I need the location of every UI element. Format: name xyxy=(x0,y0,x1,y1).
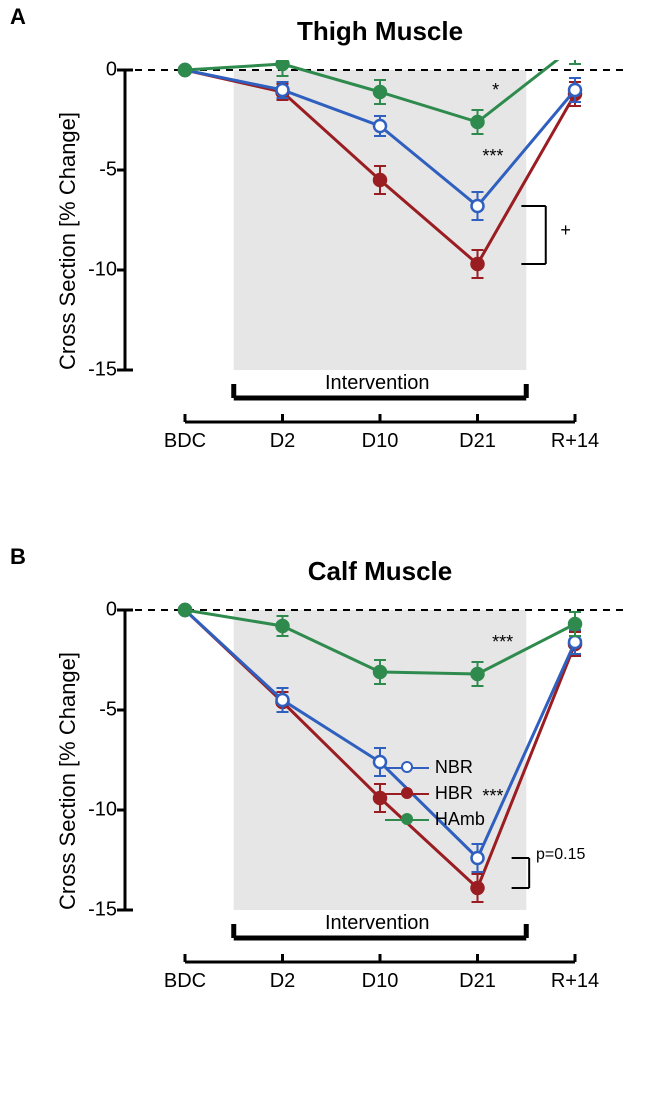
chart-title: Thigh Muscle xyxy=(135,16,625,47)
legend-label: NBR xyxy=(435,757,473,778)
y-tick-label: -10 xyxy=(73,799,117,822)
y-tick-label: 0 xyxy=(73,599,117,622)
legend-item: NBR xyxy=(385,754,485,780)
significance-annotation: + xyxy=(560,220,571,241)
significance-annotation: *** xyxy=(492,632,513,653)
significance-annotation: p=0.15 xyxy=(536,846,585,864)
intervention-label: Intervention xyxy=(325,372,430,395)
panel-label: A xyxy=(10,4,26,30)
x-tick-label: D21 xyxy=(459,430,496,453)
significance-annotation: * xyxy=(492,80,499,101)
x-tick-label: D2 xyxy=(270,970,296,993)
chart-title: Calf Muscle xyxy=(135,556,625,587)
x-tick-label: R+14 xyxy=(551,430,599,453)
panel-label: B xyxy=(10,544,26,570)
y-tick-label: -15 xyxy=(73,359,117,382)
x-tick-label: D2 xyxy=(270,430,296,453)
y-tick-label: -5 xyxy=(73,699,117,722)
x-tick-label: R+14 xyxy=(551,970,599,993)
y-tick-label: -5 xyxy=(73,159,117,182)
y-tick-label: -15 xyxy=(73,899,117,922)
x-tick-label: D21 xyxy=(459,970,496,993)
legend-item: HBR xyxy=(385,780,485,806)
legend-label: HAmb xyxy=(435,809,485,830)
legend-item: HAmb xyxy=(385,806,485,832)
y-tick-label: 0 xyxy=(73,59,117,82)
x-tick-label: BDC xyxy=(164,430,206,453)
significance-annotation: *** xyxy=(482,146,503,167)
figure: AThigh MuscleCross Section [% Change]-15… xyxy=(0,0,655,1100)
y-tick-label: -10 xyxy=(73,259,117,282)
x-tick-label: D10 xyxy=(362,430,399,453)
legend: NBR HBR HAmb xyxy=(385,754,485,832)
significance-annotation: *** xyxy=(482,786,503,807)
intervention-label: Intervention xyxy=(325,912,430,935)
x-tick-label: BDC xyxy=(164,970,206,993)
x-tick-label: D10 xyxy=(362,970,399,993)
legend-label: HBR xyxy=(435,783,473,804)
